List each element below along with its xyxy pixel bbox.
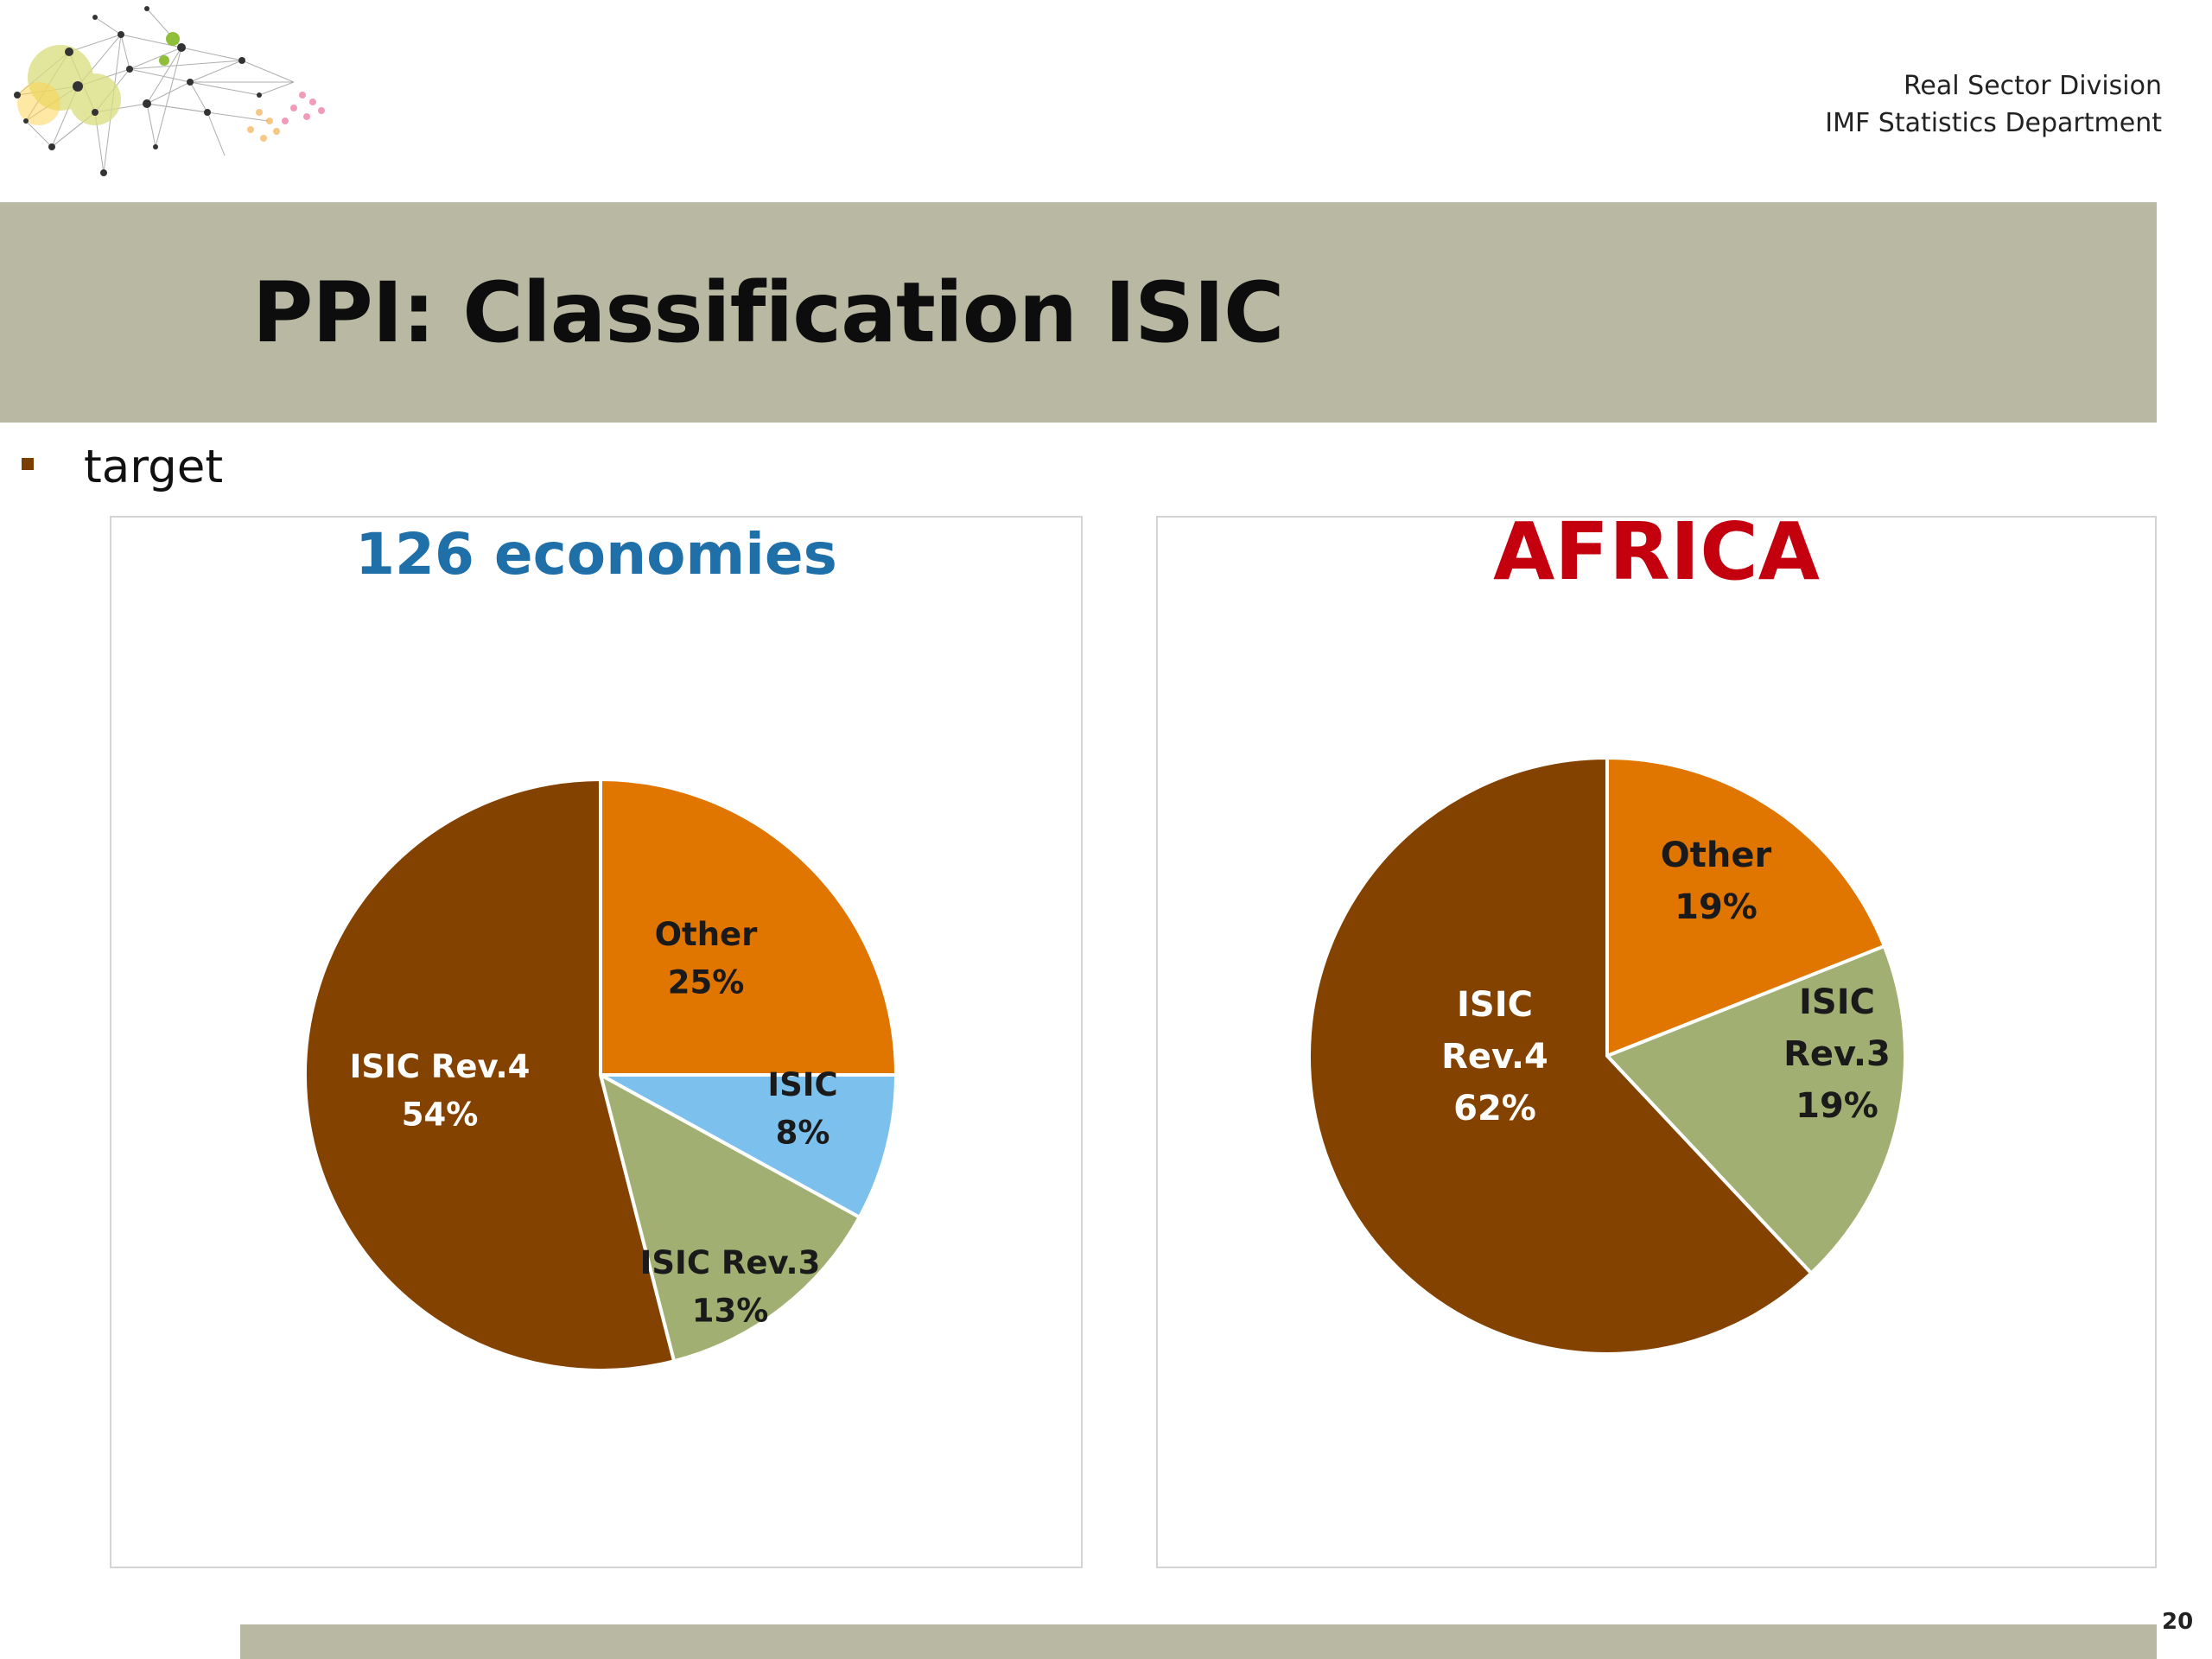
chart-panel-global: 126 economies Other 25% ISIC 8% ISIC Rev.3 13… bbox=[110, 516, 1083, 1568]
slide-title: PPI: Classification ISIC bbox=[252, 264, 1284, 361]
data-label-isic: ISIC 8% bbox=[767, 1066, 837, 1152]
data-label-isic-rev-3: ISIC Rev.3 19% bbox=[1783, 982, 1891, 1126]
data-label-other: Other 25% bbox=[655, 916, 759, 1001]
pie-slice-isic-rev-4 bbox=[303, 777, 677, 1372]
data-label-isic-rev-3: ISIC Rev.3 13% bbox=[640, 1244, 821, 1330]
data-label-isic-rev-4: ISIC Rev.4 62% bbox=[1441, 985, 1548, 1128]
network-logo-icon bbox=[14, 6, 325, 176]
pie-slice-isic bbox=[600, 1073, 899, 1220]
pie-slice-isic-rev-3 bbox=[597, 1071, 862, 1363]
page-number: 20 bbox=[2162, 1609, 2194, 1635]
pie-chart-africa: Other 19%ISIC Rev.3 19% ISIC Rev.4 62% bbox=[1307, 755, 1907, 1356]
org-department: IMF Statistics Department bbox=[1825, 108, 2162, 138]
pie-chart-global: Other 25%ISIC 8% ISIC Rev.3 13% ISIC Rev.4 54% bbox=[303, 777, 899, 1372]
title-band bbox=[0, 202, 2157, 423]
bullet-text: target bbox=[84, 441, 224, 493]
pie-slice-other bbox=[1605, 755, 1887, 1058]
pie-slice-isic-rev-4 bbox=[1307, 755, 1814, 1356]
footer-bar bbox=[240, 1624, 2157, 1659]
data-label-isic-rev-4: ISIC Rev.4 54% bbox=[350, 1048, 531, 1134]
org-division: Real Sector Division bbox=[1903, 71, 2162, 101]
chart-panel-africa: AFRICA Other 19% ISIC Rev.3 19% ISIC Rev.4 62% bbox=[1156, 505, 2157, 1568]
chart-title: AFRICA bbox=[1493, 505, 1820, 598]
bullet-marker-icon bbox=[22, 458, 34, 470]
data-label-other: Other 19% bbox=[1661, 836, 1772, 927]
pie-slice-isic-rev-3 bbox=[1604, 944, 1907, 1276]
chart-title: 126 economies bbox=[355, 521, 837, 588]
pie-slice-other bbox=[599, 777, 899, 1077]
organization-label: Real Sector Division IMF Statistics Depa… bbox=[1825, 67, 2162, 142]
